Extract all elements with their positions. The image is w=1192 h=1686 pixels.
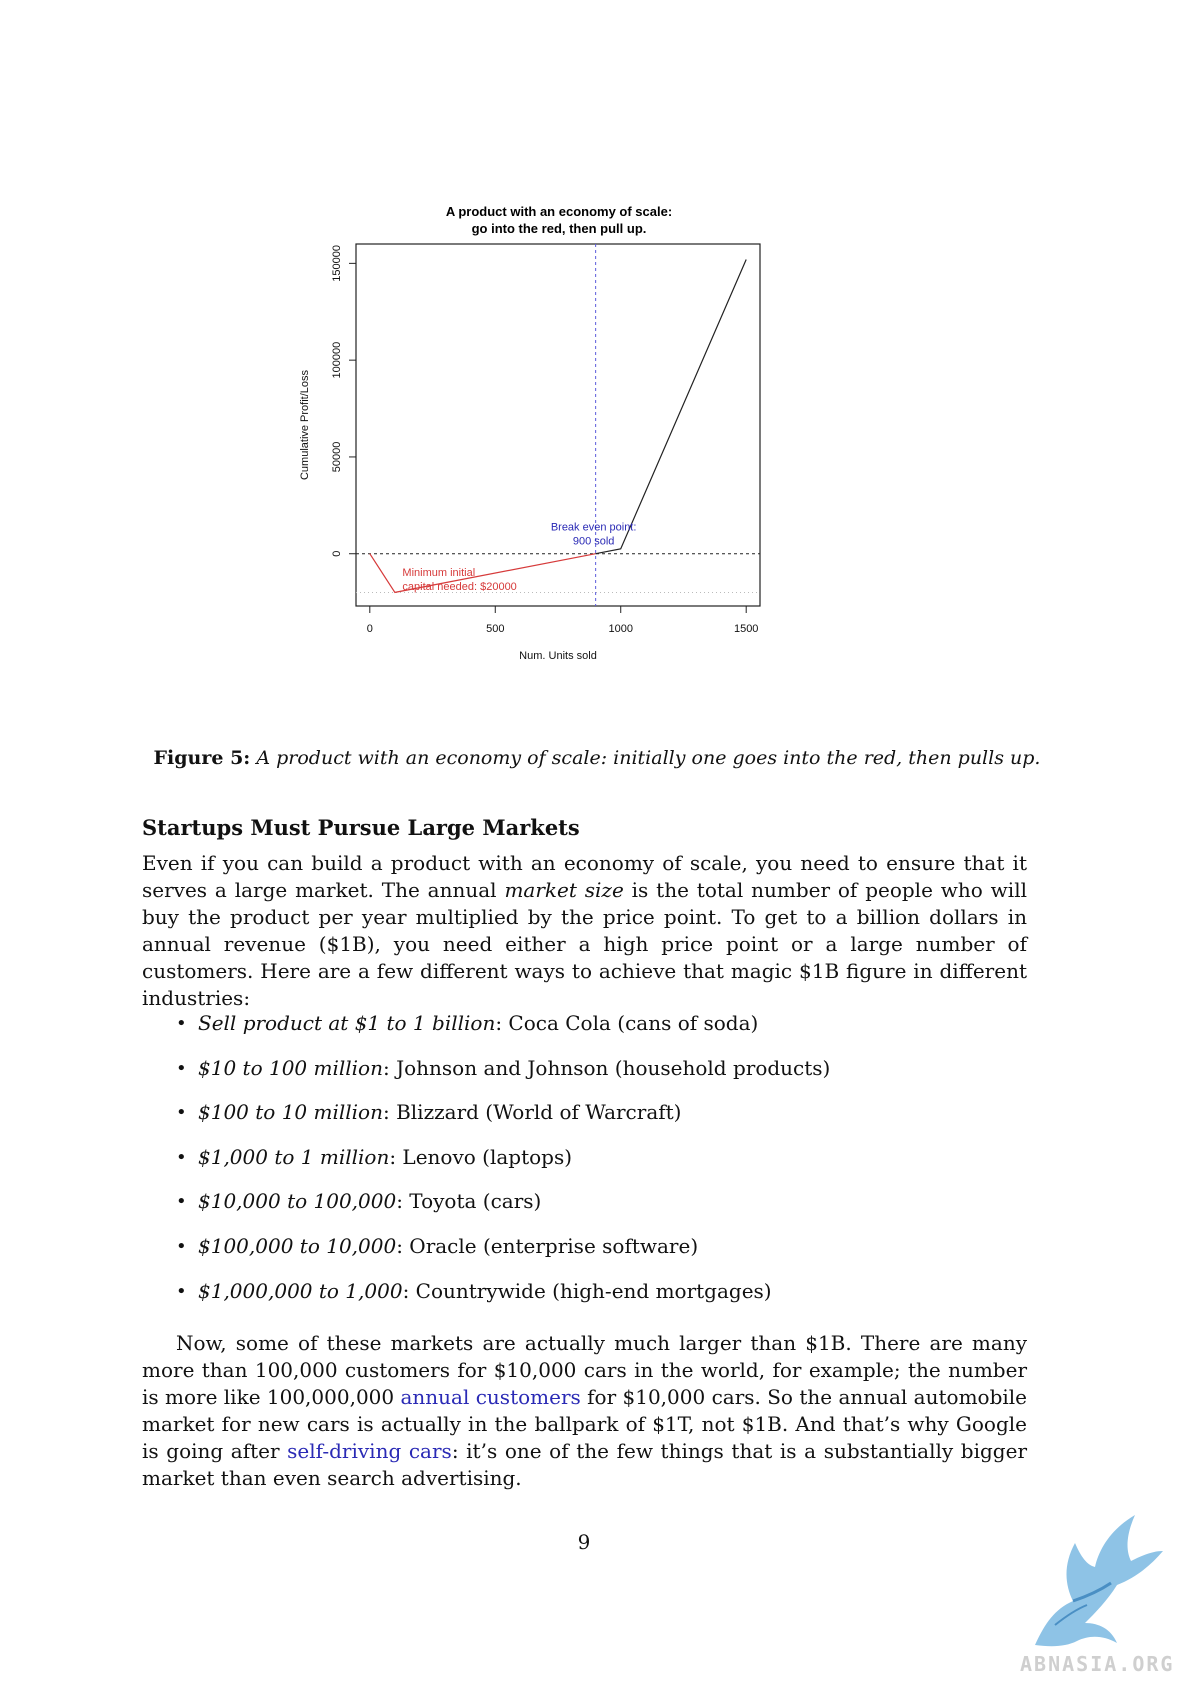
axes-layer: 0 500 1000 1500 0 50000 100000 150000 bbox=[331, 245, 758, 635]
list-item: • $1,000,000 to 1,000: Countrywide (high-… bbox=[142, 1278, 1027, 1323]
list-item-example: : Oracle (enterprise software) bbox=[396, 1233, 699, 1258]
closing-text-2: for $10,000 cars. So the annual automobi… bbox=[142, 1385, 1028, 1463]
bullet-icon: • bbox=[176, 1102, 187, 1124]
annotations-layer: Minimum initial capital needed: $20000 Bre… bbox=[402, 522, 636, 593]
list-item-price-range: $100,000 to 10,000 bbox=[198, 1233, 397, 1258]
intro-paragraph: Even if you can build a product with an … bbox=[142, 850, 1027, 1012]
list-item-example: : Blizzard (World of Warcraft) bbox=[382, 1100, 682, 1125]
y-tick-label: 150000 bbox=[331, 245, 343, 282]
figure-label: Figure 5: bbox=[153, 747, 251, 769]
closing-text-1: Now, some of these markets are actually … bbox=[142, 1331, 1027, 1409]
annual-customers-link[interactable]: annual customers bbox=[400, 1385, 581, 1409]
x-tick-label: 500 bbox=[486, 623, 504, 635]
min-capital-annotation-line: capital needed: $20000 bbox=[402, 581, 516, 593]
chart-title-line-2: go into the red, then pull up. bbox=[472, 221, 647, 236]
list-item: • $100,000 to 10,000: Oracle (enterprise … bbox=[142, 1233, 1027, 1278]
series-line-2 bbox=[595, 259, 747, 555]
list-item-example: : Toyota (cars) bbox=[396, 1189, 542, 1214]
bullet-icon: • bbox=[176, 1191, 187, 1213]
list-item-price-range: $10,000 to 100,000 bbox=[198, 1189, 397, 1214]
reference-lines bbox=[356, 244, 760, 606]
y-tick-label: 100000 bbox=[331, 342, 343, 379]
page-number: 9 bbox=[577, 1530, 591, 1554]
intro-emphasis: market size bbox=[504, 878, 624, 902]
x-tick-label: 0 bbox=[367, 623, 373, 635]
list-item-example: : Johnson and Johnson (household product… bbox=[382, 1055, 831, 1080]
list-item-price-range: $10 to 100 million bbox=[198, 1055, 383, 1080]
griffin-logo-icon bbox=[1035, 1515, 1163, 1647]
bullet-icon: • bbox=[176, 1235, 187, 1257]
bullet-icon: • bbox=[176, 1280, 187, 1302]
y-axis-label: Cumulative Profit/Loss bbox=[300, 369, 311, 480]
industry-list: • Sell product at $1 to 1 billion: Coca C… bbox=[142, 1010, 1027, 1322]
series-layer bbox=[369, 259, 747, 594]
min-capital-annotation-line: Minimum initial bbox=[402, 567, 475, 579]
list-item: • $10 to 100 million: Johnson and Johnson… bbox=[142, 1055, 1027, 1100]
list-item-example: : Lenovo (laptops) bbox=[389, 1144, 573, 1169]
bullet-icon: • bbox=[176, 1057, 187, 1079]
intro-text-2: is the total number of people who will b… bbox=[142, 878, 1027, 1010]
list-item-example: : Coca Cola (cans of soda) bbox=[495, 1011, 759, 1035]
break-even-annotation-line: Break even point: bbox=[551, 522, 637, 534]
intro-text-1: Even if you can build a product with an … bbox=[142, 851, 1027, 902]
y-tick-label: 50000 bbox=[331, 442, 343, 473]
section-title: Startups Must Pursue Large Markets bbox=[142, 815, 580, 840]
self-driving-cars-link[interactable]: self-driving cars bbox=[287, 1439, 452, 1463]
list-item: • $1,000 to 1 million: Lenovo (laptops) bbox=[142, 1144, 1027, 1189]
break-even-annotation-line: 900 sold bbox=[573, 536, 615, 548]
list-item: • Sell product at $1 to 1 billion: Coca C… bbox=[142, 1010, 1027, 1055]
bullet-icon: • bbox=[176, 1146, 187, 1168]
x-tick-label: 1000 bbox=[608, 623, 632, 635]
figure-caption-text: A product with an economy of scale: init… bbox=[256, 747, 1041, 769]
closing-paragraph: Now, some of these markets are actually … bbox=[142, 1330, 1027, 1492]
list-item-price-range: $100 to 10 million bbox=[198, 1100, 383, 1125]
closing-text-3: : it’s one of the few things that is a s… bbox=[142, 1439, 1028, 1490]
plot-frame bbox=[355, 243, 761, 607]
list-item: • $100 to 10 million: Blizzard (World of … bbox=[142, 1099, 1027, 1144]
x-tick-label: 1500 bbox=[734, 623, 758, 635]
series-line-1 bbox=[369, 553, 596, 594]
y-tick-label: 0 bbox=[331, 551, 343, 557]
list-item: • $10,000 to 100,000: Toyota (cars) bbox=[142, 1188, 1027, 1233]
figure-caption: Figure 5: A product with an economy of s… bbox=[142, 747, 1052, 769]
x-axis-label: Num. Units sold bbox=[519, 650, 597, 662]
watermark-text: ABNASIA.ORG bbox=[1020, 1652, 1175, 1676]
list-item-price-range: $1,000 to 1 million bbox=[198, 1144, 390, 1169]
economy-of-scale-chart: A product with an economy of scale: go i… bbox=[300, 204, 761, 662]
chart-title-line-1: A product with an economy of scale: bbox=[446, 204, 672, 219]
bullet-icon: • bbox=[176, 1013, 187, 1034]
list-item-price-range: $1,000,000 to 1,000 bbox=[198, 1278, 403, 1303]
list-item-price-range: Sell product at $1 to 1 billion bbox=[198, 1011, 496, 1035]
list-item-example: : Countrywide (high-end mortgages) bbox=[402, 1278, 772, 1303]
